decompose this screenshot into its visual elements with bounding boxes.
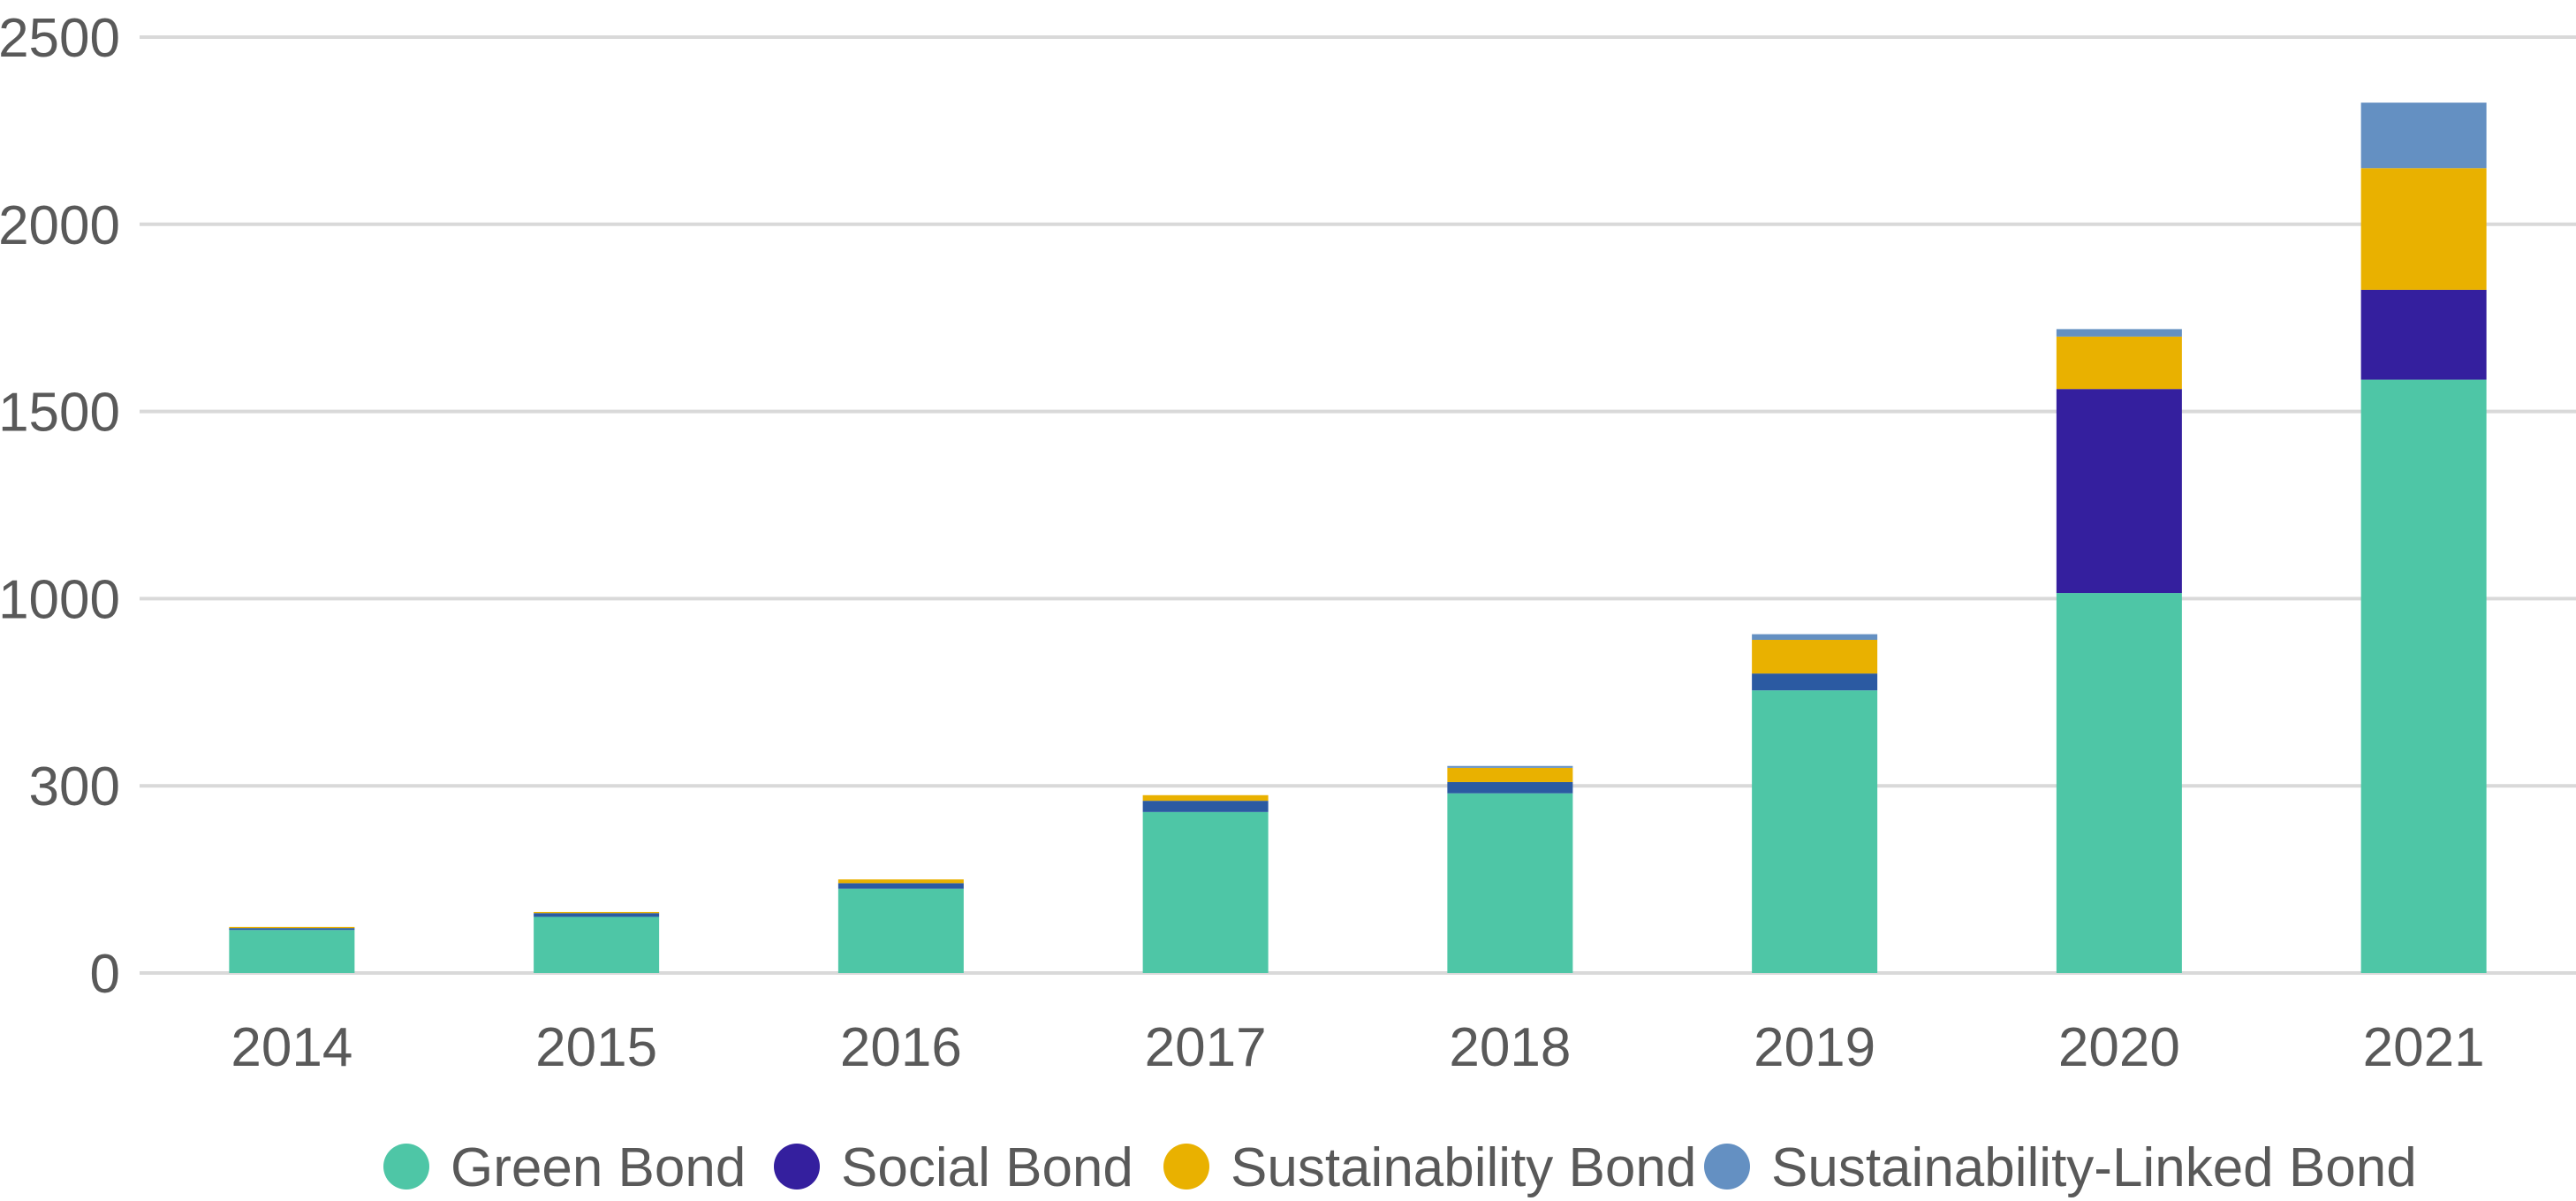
bar-segment-linked: [2360, 103, 2487, 169]
bar-segment-social: [2056, 389, 2182, 594]
legend-swatch: [1704, 1144, 1750, 1190]
x-tick-label: 2016: [840, 1017, 962, 1078]
y-tick-label: 1500: [0, 383, 120, 444]
y-tick-label: 2500: [0, 8, 120, 69]
bar-segment-green: [2056, 593, 2182, 973]
y-tick-label: 2000: [0, 195, 120, 256]
x-tick-label: 2017: [1145, 1017, 1267, 1078]
bar-segment-sustainability: [837, 879, 964, 884]
bar-segment-extra: [837, 883, 964, 889]
bar-segment-linked: [2056, 329, 2182, 337]
legend-label: Green Bond: [451, 1137, 746, 1198]
bar-segment-green: [1752, 690, 1878, 973]
y-tick-label: 300: [29, 756, 120, 817]
bar-segment-extra: [1447, 781, 1573, 794]
bar-segment-sustainability: [2056, 336, 2182, 390]
bar-segment-sustainability: [1752, 639, 1878, 674]
bar-segment-sustainability: [229, 926, 355, 929]
legend-swatch: [1163, 1144, 1209, 1190]
legend-item: Sustainability Bond: [1163, 1137, 1696, 1198]
x-tick-label: 2019: [1754, 1017, 1875, 1078]
bar-segment-sustainability: [1142, 794, 1269, 802]
bar-segment-extra: [1142, 801, 1269, 812]
gridlines: [140, 35, 2576, 975]
legend-item: Sustainability-Linked Bond: [1704, 1137, 2417, 1198]
x-tick-label: 2018: [1449, 1017, 1571, 1078]
bar-segment-green: [2360, 379, 2487, 973]
bar-segment-green: [1142, 811, 1269, 973]
x-tick-label: 2015: [535, 1017, 657, 1078]
bar-segment-green: [229, 930, 355, 973]
bar-segment-green: [1447, 793, 1573, 973]
bar-segment-green: [837, 888, 964, 973]
bar-segment-green: [534, 916, 660, 973]
bar-segment-extra: [1752, 673, 1878, 691]
legend-swatch: [383, 1144, 429, 1190]
x-tick-label: 2021: [2363, 1017, 2485, 1078]
legend-item: Social Bond: [774, 1137, 1133, 1198]
bar-segment-sustainability: [534, 911, 660, 914]
legend-item: Green Bond: [383, 1137, 746, 1198]
x-tick-label: 2014: [231, 1017, 352, 1078]
bars: [229, 103, 2487, 973]
bar-segment-sustainability: [1447, 767, 1573, 782]
legend-label: Social Bond: [841, 1137, 1133, 1198]
x-axis-tick-labels: 2014 2015 2016 2017 2018 2019 2020 2021: [231, 1017, 2484, 1078]
bar-segment-linked: [1752, 634, 1878, 640]
bar-segment-linked: [1447, 765, 1573, 768]
y-axis-tick-labels: 0 300 1000 1500 2000 2500: [0, 8, 120, 1005]
bar-segment-social: [2360, 289, 2487, 380]
legend-label: Sustainability-Linked Bond: [1771, 1137, 2417, 1198]
bar-segment-extra: [229, 928, 355, 931]
y-tick-label: 1000: [0, 569, 120, 630]
legend-swatch: [774, 1144, 820, 1190]
bar-segment-sustainability: [2360, 168, 2487, 290]
legend: Green Bond Social Bond Sustainability Bond…: [383, 1137, 2417, 1198]
bar-segment-extra: [534, 913, 660, 917]
legend-label: Sustainability Bond: [1231, 1137, 1696, 1198]
y-tick-label: 0: [90, 944, 120, 1005]
x-tick-label: 2020: [2058, 1017, 2180, 1078]
